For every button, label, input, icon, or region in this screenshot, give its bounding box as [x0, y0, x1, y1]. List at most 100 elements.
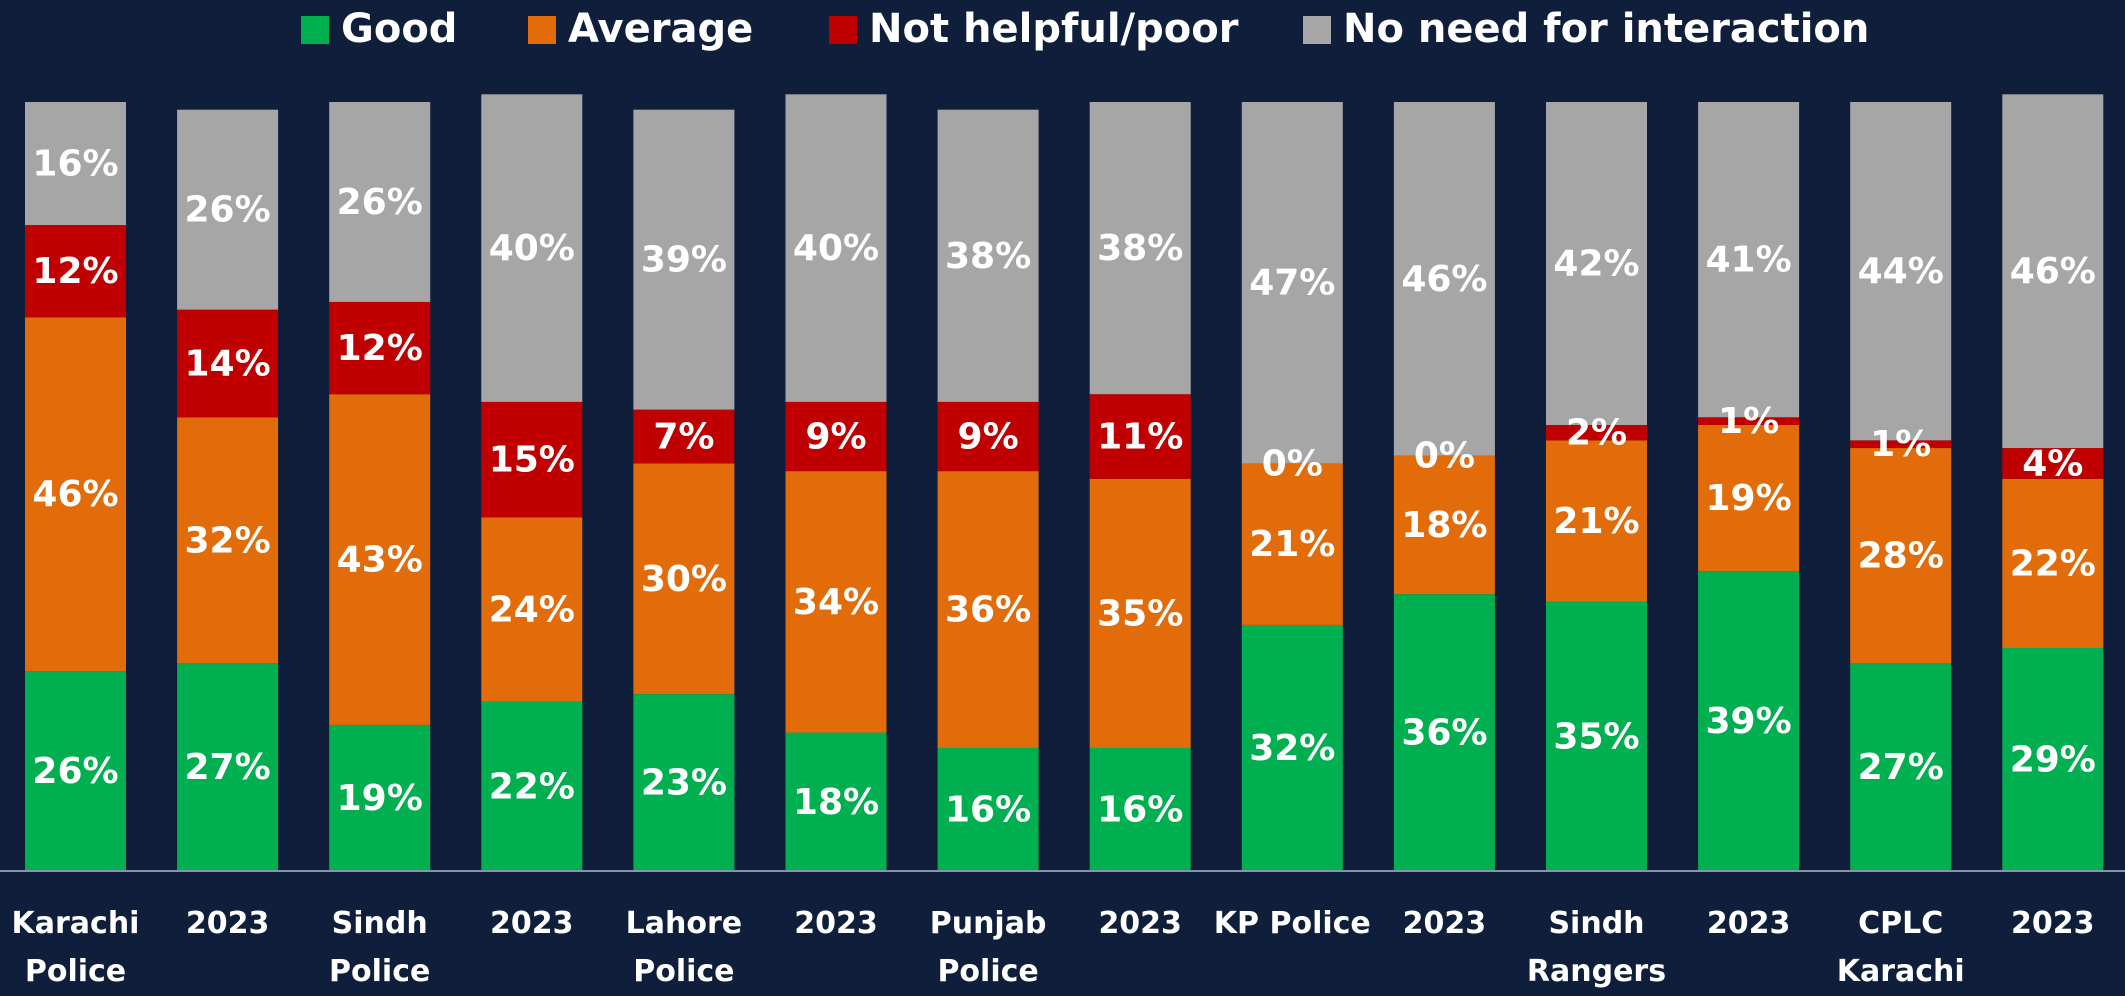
bar-segment: [785, 471, 887, 733]
value-label: 35%: [1097, 593, 1183, 634]
value-label: 23%: [641, 763, 727, 804]
bar-segment: [937, 471, 1039, 748]
bar-segment: [2002, 647, 2104, 871]
bar-segment: [1241, 624, 1343, 871]
value-label: 39%: [641, 240, 727, 281]
value-label: 46%: [32, 474, 118, 515]
bar-segment: [1546, 601, 1647, 871]
value-label: 43%: [337, 540, 423, 581]
bar-segment: [329, 102, 431, 302]
value-label: 34%: [793, 582, 879, 623]
bar-segment: [1241, 102, 1343, 464]
value-label: 46%: [2010, 251, 2096, 292]
value-label: 27%: [185, 747, 271, 788]
value-label: 18%: [1401, 505, 1487, 546]
bar-segment: [785, 94, 887, 402]
bar-segment: [177, 663, 279, 871]
value-label: 40%: [489, 228, 575, 269]
bar-segment: [633, 463, 735, 695]
bar-segment: [1546, 424, 1647, 441]
bar-segment: [1698, 424, 1800, 572]
value-label: 7%: [653, 417, 714, 458]
x-tick-label: 2023: [1402, 906, 1487, 941]
value-label: 29%: [2010, 739, 2096, 780]
x-tick-label: Karachi Police: [11, 906, 140, 989]
value-label: 38%: [945, 236, 1031, 277]
value-label: 4%: [2022, 443, 2083, 484]
bar-segment: [2002, 94, 2104, 449]
bar-segment: [1089, 747, 1191, 871]
x-tick-label: Sindh Rangers: [1526, 906, 1667, 989]
value-label: 9%: [805, 417, 866, 458]
bar-segment: [1393, 102, 1495, 456]
bar-segment: [329, 724, 431, 871]
value-label: 9%: [958, 417, 1019, 458]
legend-label: No need for interaction: [1343, 6, 1869, 52]
legend-label: Not helpful/poor: [869, 6, 1239, 52]
bar-segment: [329, 394, 431, 725]
bar-segment: [25, 671, 126, 871]
value-label: 22%: [489, 766, 575, 807]
value-label: 14%: [185, 343, 271, 384]
x-tick-label: 2023: [490, 906, 574, 941]
bar-segment: [633, 109, 735, 410]
bar-segment: [25, 102, 126, 226]
value-label: 38%: [1097, 228, 1183, 269]
bar-segment: [2002, 448, 2104, 479]
bar-segment: [937, 747, 1039, 871]
bar-segment: [1393, 594, 1495, 871]
value-label: 26%: [337, 182, 423, 223]
value-label: 12%: [32, 251, 118, 292]
value-label: 16%: [1097, 789, 1183, 830]
bar-segment: [177, 309, 279, 418]
value-label: 46%: [1401, 259, 1487, 300]
value-label: 19%: [337, 778, 423, 819]
value-label: 26%: [32, 751, 118, 792]
value-label: 21%: [1249, 524, 1335, 565]
value-label: 24%: [489, 590, 575, 631]
value-label: 44%: [1858, 251, 1944, 292]
legend-swatch: [829, 16, 857, 44]
bar-segment: [1393, 455, 1495, 595]
bar-segment: [1698, 417, 1800, 425]
value-label: 36%: [945, 590, 1031, 631]
value-label: 26%: [185, 190, 271, 231]
value-label: 36%: [1401, 713, 1487, 754]
bar-segment: [1546, 102, 1647, 425]
x-tick-label: Punjab Police: [929, 906, 1047, 989]
bar-segment: [481, 517, 583, 702]
value-label: 42%: [1553, 243, 1639, 284]
bar-segment: [177, 417, 279, 664]
value-label: 0%: [1262, 443, 1323, 484]
x-tick-label: 2023: [1706, 906, 1791, 941]
bar-segment: [1850, 448, 1952, 664]
x-tick-label: 2023: [2011, 906, 2095, 941]
bar-segment: [1241, 463, 1343, 625]
bar-segment: [2002, 478, 2104, 648]
bar-segment: [481, 401, 583, 518]
value-label: 22%: [2010, 543, 2096, 584]
value-label: 30%: [641, 559, 727, 600]
legend-swatch: [528, 16, 556, 44]
x-tick-label: Lahore Police: [625, 906, 743, 989]
bar-segment: [937, 109, 1039, 402]
value-label: 32%: [185, 520, 271, 561]
x-tick-label: CPLC Karachi: [1836, 906, 1965, 989]
value-label: 19%: [1706, 478, 1792, 519]
bar-segment: [633, 694, 735, 871]
value-label: 39%: [1706, 701, 1792, 742]
x-tick-label: KP Police: [1213, 906, 1371, 941]
bar-segment: [1850, 102, 1952, 441]
x-tick-label: 2023: [794, 906, 878, 941]
value-label: 21%: [1553, 501, 1639, 542]
value-label: 28%: [1858, 536, 1944, 577]
legend-swatch: [301, 16, 329, 44]
value-label: 16%: [945, 789, 1031, 830]
bar-segment: [481, 701, 583, 871]
bar-segment: [1546, 440, 1647, 602]
legend-label: Good: [341, 6, 457, 52]
value-label: 18%: [793, 782, 879, 823]
value-label: 16%: [32, 144, 118, 185]
